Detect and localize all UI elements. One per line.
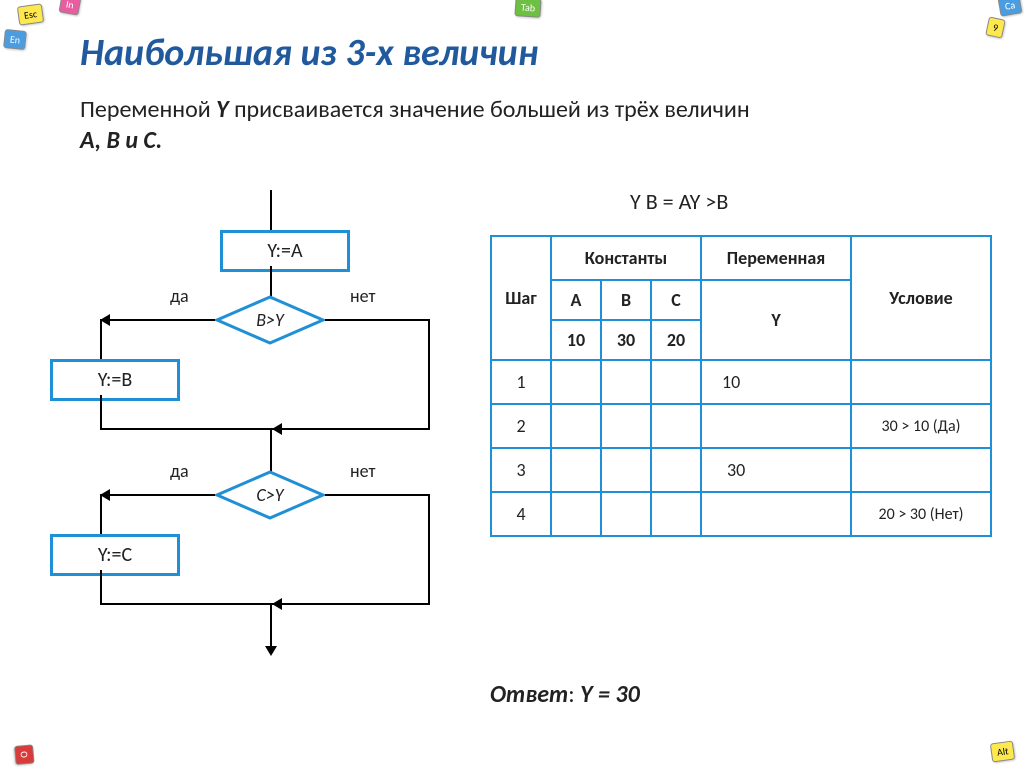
table-row: 3 30 xyxy=(491,448,991,492)
th-step: Шаг xyxy=(491,236,551,360)
label-no-1: нет xyxy=(350,285,375,307)
th-variable: Переменная xyxy=(701,236,851,280)
desc-vars: A, B и C. xyxy=(80,126,162,155)
key-alt: Alt xyxy=(989,740,1015,762)
key-tab: Tab xyxy=(514,0,541,18)
key-caps: Ca xyxy=(997,0,1022,17)
answer-value: Y = 30 xyxy=(580,680,640,709)
label-yes-2: да xyxy=(170,460,189,482)
flowchart: Y:=A B>Y да нет Y:=B xyxy=(40,190,460,710)
th-c: C xyxy=(651,280,701,320)
desc-mid: присваивается значение большей из трёх в… xyxy=(229,95,750,124)
decision1-label: B>Y xyxy=(215,309,325,331)
th-a: A xyxy=(551,280,601,320)
desc-var-y: Y xyxy=(216,95,228,124)
key-o: O xyxy=(14,744,35,764)
th-constants: Константы xyxy=(551,236,701,280)
key-in: In xyxy=(59,0,82,16)
table-row: 2 30 > 10 (Да) xyxy=(491,404,991,448)
decision2-label: C>Y xyxy=(215,484,325,506)
th-b: B xyxy=(601,280,651,320)
key-nine: 9 xyxy=(985,16,1006,38)
process-assign-b: Y:=B xyxy=(50,359,180,401)
table-row: 4 20 > 30 (Нет) xyxy=(491,492,991,536)
key-esc: Esc xyxy=(17,3,44,25)
overlay-expression: Y В = AY >B xyxy=(630,188,728,215)
answer: Ответ: Y = 30 xyxy=(490,680,640,709)
answer-label: Ответ xyxy=(490,680,568,709)
th-condition: Условие xyxy=(851,236,991,360)
process-assign-c: Y:=C xyxy=(50,534,180,576)
page-title: Наибольшая из 3-х величин xyxy=(80,30,974,76)
trace-table: Шаг Константы Переменная Условие A B C Y… xyxy=(490,235,992,537)
th-y: Y xyxy=(701,280,851,360)
process-assign-a: Y:=A xyxy=(220,230,350,272)
description: Переменной Y присваивается значение боль… xyxy=(80,94,974,156)
label-yes-1: да xyxy=(170,285,189,307)
th-val-a: 10 xyxy=(551,320,601,360)
key-en: En xyxy=(3,29,27,50)
decision-b-gt-y: B>Y xyxy=(215,295,325,345)
th-val-b: 30 xyxy=(601,320,651,360)
desc-pre: Переменной xyxy=(80,95,216,124)
th-val-c: 20 xyxy=(651,320,701,360)
decision-c-gt-y: C>Y xyxy=(215,470,325,520)
label-no-2: нет xyxy=(350,460,375,482)
table-row: 1 10 xyxy=(491,360,991,404)
